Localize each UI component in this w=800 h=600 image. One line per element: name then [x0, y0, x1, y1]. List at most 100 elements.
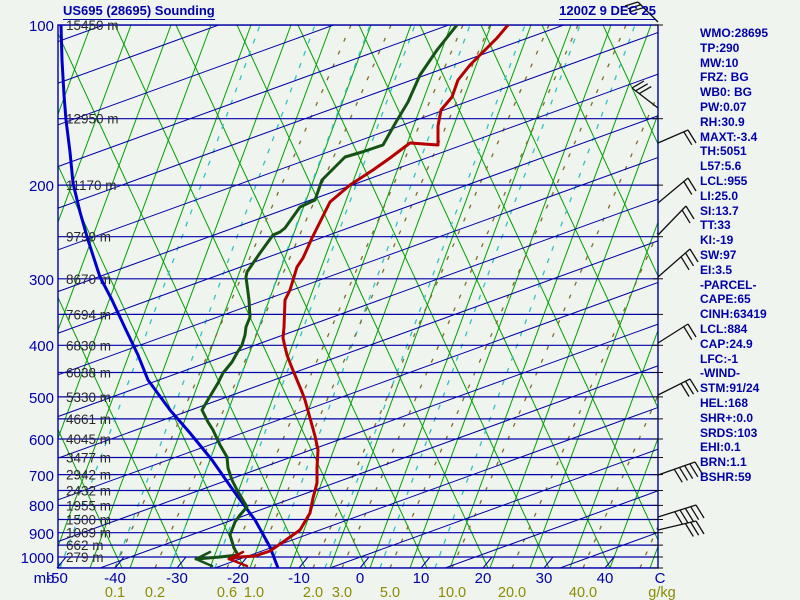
plot-border [57, 24, 659, 569]
mixing-ratio-label: 0.1 [105, 585, 125, 600]
isotherm-line [329, 448, 658, 568]
mixing-ratio-label: 1.0 [244, 585, 264, 600]
temp-axis-tick [543, 556, 554, 569]
mixing-ratio-line [389, 25, 627, 568]
moist-adiabat-dashed-line [169, 25, 371, 568]
wind-barb-feather [685, 205, 695, 220]
stats-line: MW:10 [700, 55, 739, 70]
wind-barb-feather [687, 129, 697, 144]
dry-adiabat-line [480, 25, 658, 410]
pressure-label: 1000 [21, 550, 54, 567]
valid-datetime: 1200Z 9 DEC 25 [559, 3, 656, 20]
stats-line: KI:-19 [700, 233, 734, 248]
moist-adiabat-dashed-line [214, 25, 416, 568]
mixing-ratio-line [511, 230, 658, 568]
height-label: 1500 m [66, 513, 111, 528]
temp-axis-tick [359, 556, 370, 569]
dry-adiabat-line [58, 428, 123, 568]
saturated-adiabat-line [609, 436, 658, 568]
isotherm-line [58, 25, 449, 168]
stats-line: -WIND- [700, 366, 740, 381]
isotherm-line [58, 198, 658, 418]
stats-line: SI:13.7 [700, 203, 739, 218]
wind-barb-shaft [657, 248, 691, 278]
mixing-ratio-line [114, 25, 352, 568]
saturated-adiabat-line [409, 25, 612, 568]
dry-adiabat-line [58, 32, 306, 568]
mixing-ratio-label: 3.0 [332, 585, 352, 600]
pressure-label: 400 [29, 338, 54, 355]
stats-line: TH:5051 [700, 144, 747, 159]
wind-barb-feather [689, 463, 699, 478]
stats-line: STM:91/24 [700, 381, 760, 396]
stats-line: WMO:28695 [700, 26, 769, 40]
mixing-ratio-label: 10.0 [438, 585, 466, 600]
stats-line: RH:30.9 [700, 114, 745, 129]
height-label: 6038 m [66, 366, 111, 381]
wind-barb-feather [687, 323, 697, 338]
wind-barb-feather [690, 521, 700, 536]
dry-adiabat-line [358, 25, 611, 568]
stats-line: TT:33 [700, 218, 731, 233]
moist-adiabat-dashed-line [269, 25, 471, 568]
saturated-adiabat-line [249, 25, 452, 568]
isotherm-line [58, 156, 658, 376]
wind-barb-feather [687, 177, 697, 192]
wind-barb-feather [695, 504, 705, 519]
saturated-adiabat-line [129, 25, 332, 568]
stats-line: LCL:884 [700, 321, 748, 336]
stats-line: CAPE:65 [700, 292, 751, 307]
stats-line: TP:290 [700, 40, 740, 55]
height-label: 6830 m [66, 338, 111, 353]
stats-line: CAP:24.9 [700, 336, 753, 351]
temperature-trace [227, 25, 510, 561]
saturated-adiabat-line [369, 25, 572, 568]
mixing-ratio-label: 20.0 [498, 585, 526, 600]
wind-barb-feather [684, 508, 694, 522]
mixing-ratio-line [582, 393, 658, 568]
wind-barb-feather [689, 248, 699, 263]
temp-axis-tick [420, 556, 431, 569]
temperature-label: 20 [475, 570, 492, 587]
stats-line: BSHR:59 [700, 469, 752, 484]
temp-axis-tick [482, 556, 493, 569]
dry-adiabat-line [297, 25, 550, 568]
isotherm-line [58, 281, 658, 501]
height-label: 3477 m [66, 451, 111, 466]
temperature-label: 40 [597, 570, 614, 587]
mixing-ratio-line [226, 25, 464, 568]
wind-barb-feather [681, 209, 691, 224]
dewpoint-trace [194, 25, 459, 561]
wind-barb-feather [674, 511, 684, 526]
wind-barb-shaft [631, 87, 659, 109]
isotherm-line [58, 31, 658, 251]
height-label: 15450 m [66, 18, 119, 33]
wind-barb-feather [630, 6, 644, 13]
isotherm-line [58, 323, 658, 543]
mixing-ratio-line [341, 25, 579, 568]
dry-adiabat-line [236, 25, 489, 568]
dry-adiabat-line [58, 296, 184, 568]
wind-barb-feather [638, 86, 652, 95]
stats-line: SW:97 [700, 247, 737, 262]
wind-barb-feather [680, 383, 690, 397]
wind-barb-feather [627, 4, 641, 10]
dewpoint-arrowhead [194, 550, 212, 561]
dry-adiabat-line [541, 25, 658, 278]
isotherm-line [58, 240, 658, 459]
stats-line: MAXT:-3.4 [700, 129, 758, 144]
wind-barb-feather [683, 181, 693, 195]
pressure-label: 900 [29, 526, 54, 543]
temperature-label: -30 [166, 570, 188, 587]
saturated-adiabat-line [89, 25, 292, 568]
dry-adiabat-line [114, 25, 367, 568]
saturated-adiabat-line [58, 25, 172, 332]
wind-barb-shaft [657, 378, 691, 396]
mixing-ratio-unit-label: g/kg [648, 585, 675, 600]
isotherm-line [58, 115, 658, 334]
wind-barb-feather [673, 468, 683, 483]
saturated-adiabat-line [0, 25, 51, 568]
mixing-ratio-line [253, 25, 491, 568]
stats-line: LCL:955 [700, 173, 748, 188]
